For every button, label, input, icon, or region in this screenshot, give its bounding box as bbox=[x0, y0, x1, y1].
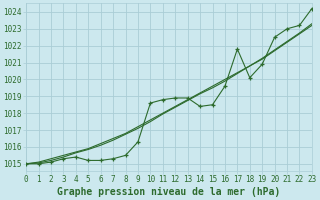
X-axis label: Graphe pression niveau de la mer (hPa): Graphe pression niveau de la mer (hPa) bbox=[57, 186, 281, 197]
